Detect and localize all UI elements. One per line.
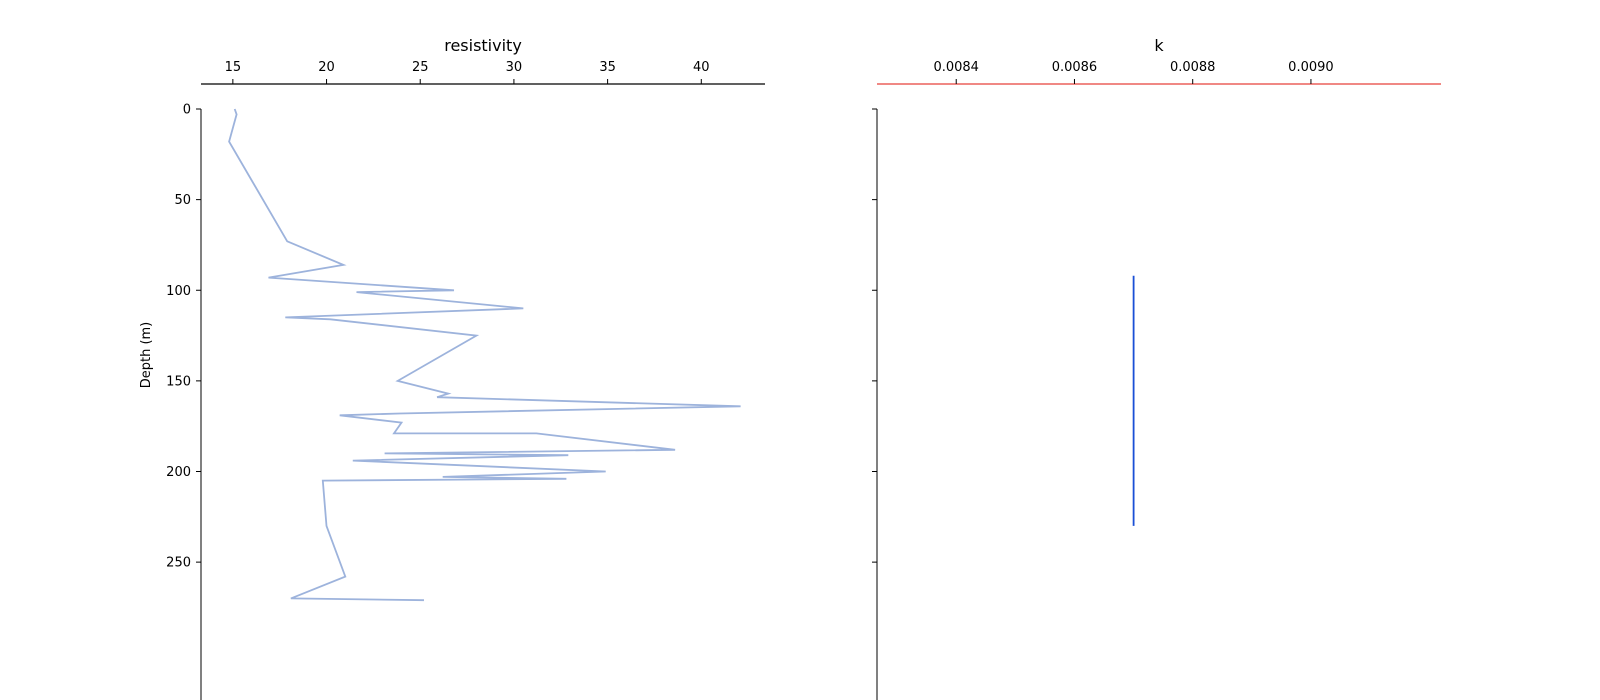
y-tick-label: 150 — [166, 374, 191, 389]
y-tick-label: 250 — [166, 556, 191, 571]
x-tick-label: 0.0088 — [1170, 60, 1216, 75]
k-axis-title: k — [1154, 36, 1164, 55]
x-tick-label: 0.0086 — [1052, 60, 1098, 75]
resistivity-axis-title: resistivity — [444, 36, 522, 55]
x-tick-label: 35 — [599, 60, 616, 75]
resistivity-panel: resistivity Depth (m) 15 20 25 30 35 40 0 50 100… — [139, 36, 765, 700]
x-tick-label: 0.0084 — [933, 60, 979, 75]
resistivity-series-line — [228, 108, 741, 602]
x-tick-label: 25 — [412, 60, 429, 75]
y-tick-label: 50 — [174, 193, 191, 208]
x-tick-label: 30 — [506, 60, 523, 75]
y-tick-label: 100 — [166, 284, 191, 299]
x-tick-label: 20 — [318, 60, 335, 75]
k-panel: k 0.0084 0.0086 0.0088 0.0090 — [872, 36, 1441, 700]
x-tick-label: 0.0090 — [1288, 60, 1334, 75]
depth-axis-title: Depth (m) — [139, 322, 154, 389]
x-tick-label: 15 — [225, 60, 242, 75]
x-tick-label: 40 — [693, 60, 710, 75]
y-tick-label: 200 — [166, 465, 191, 480]
y-tick-label: 0 — [183, 103, 191, 118]
